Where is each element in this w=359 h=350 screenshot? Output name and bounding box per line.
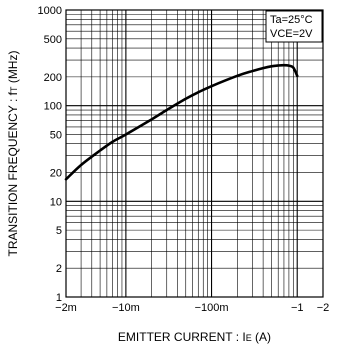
y-tick-label: 10 [50, 196, 62, 208]
x-tick-label: −2 [317, 302, 330, 314]
x-axis-label-main: EMITTER CURRENT : I [118, 330, 246, 344]
y-tick-label: 5 [56, 225, 62, 237]
condition-ta: Ta=25°C [270, 14, 313, 26]
plot-frame [65, 9, 324, 298]
y-tick-label: 1 [56, 292, 62, 304]
x-axis-label: EMITTER CURRENT : IE (A) [118, 330, 271, 344]
grid [65, 9, 324, 298]
series-line [64, 63, 299, 181]
y-tick-label: 1000 [38, 5, 62, 17]
x-tick-labels: −2m −10m −100m −1 −2 [55, 302, 329, 314]
x-tick-label: −1 [291, 302, 304, 314]
x-tick-label: −100m [195, 302, 229, 314]
y-axis-label-main: TRANSITION FREQUENCY : f [6, 91, 20, 256]
y-axis-label-unit: (MHz) [6, 51, 20, 87]
x-axis-label-sub: E [246, 333, 252, 343]
y-axis-label-sub: T [9, 86, 19, 92]
y-tick-label: 20 [50, 168, 62, 180]
y-tick-label: 500 [44, 34, 62, 46]
conditions-legend: Ta=25°C VCE=2V [265, 10, 323, 43]
y-tick-label: 100 [44, 101, 62, 113]
x-tick-label: −2m [55, 302, 77, 314]
x-tick-label: −10m [112, 302, 140, 314]
y-axis-label: TRANSITION FREQUENCY : fT (MHz) [6, 51, 20, 257]
x-axis-label-unit: (A) [252, 330, 271, 344]
condition-vce: VCE=2V [270, 28, 313, 40]
y-tick-label: 50 [50, 129, 62, 141]
y-tick-labels: 1 2 5 10 20 50 100 200 500 1000 [38, 5, 62, 304]
y-tick-label: 200 [44, 72, 62, 84]
y-tick-label: 2 [56, 263, 62, 275]
conditions-box [265, 10, 323, 43]
